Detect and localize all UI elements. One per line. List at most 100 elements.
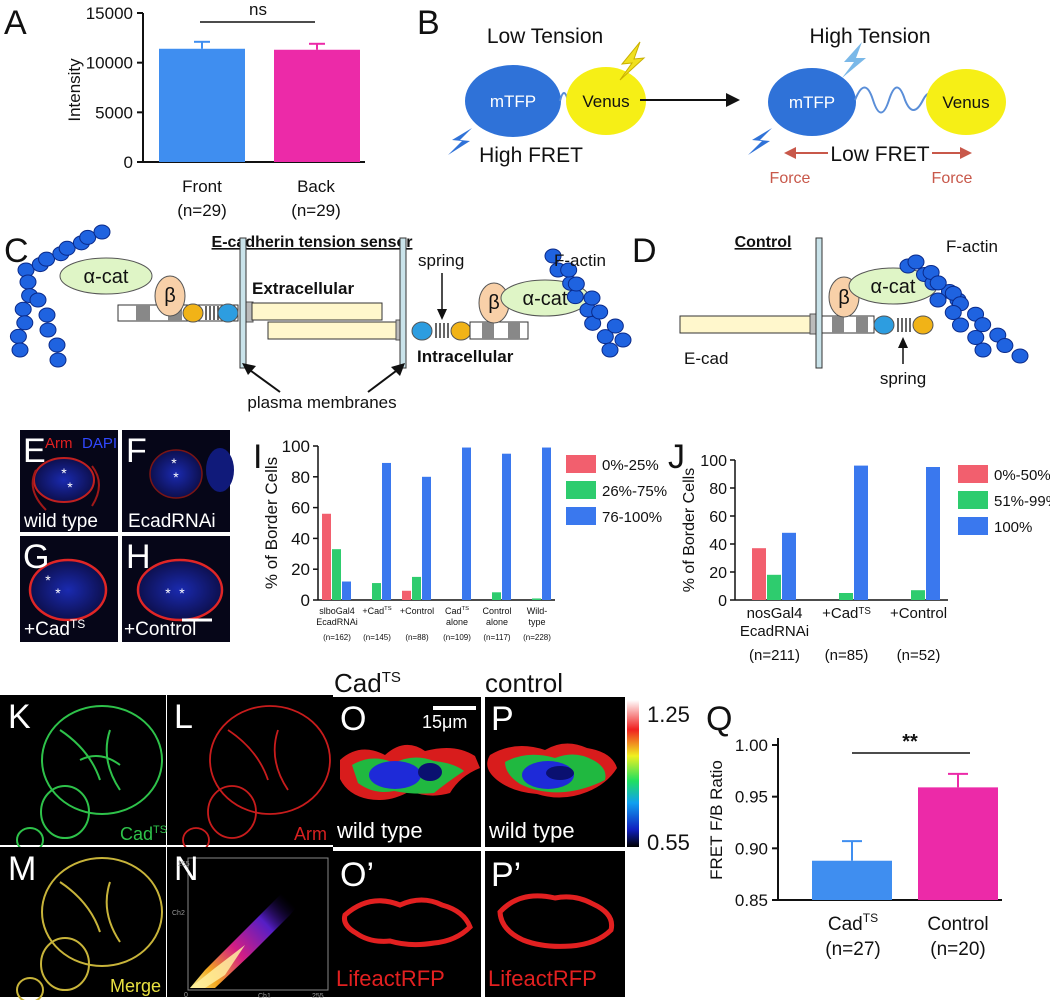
- micrograph-l: [167, 695, 333, 845]
- actin-bead: [29, 292, 47, 308]
- panel-letter-m: M: [8, 850, 36, 888]
- micrographs-k-n: K CadTS L Arm M Merge N Ch2 Ch1 255 255 …: [0, 695, 333, 1000]
- cluster-g: [28, 558, 108, 622]
- cell-o-blue2: [418, 763, 442, 781]
- o-heading: CadTS: [334, 668, 401, 698]
- i-bar-0-1: [332, 549, 341, 600]
- a-bar-front: [159, 48, 245, 163]
- q-ytick-label: 0.95: [735, 788, 768, 807]
- d-f-actin: [899, 254, 1029, 364]
- spring-left: [205, 306, 219, 320]
- i-n-label: (n=88): [405, 633, 429, 642]
- n-ylabel: Ch2: [172, 910, 185, 917]
- star-e: *: [61, 465, 67, 481]
- actin-bead: [49, 352, 67, 368]
- q-xlabel-cadts: CadTS: [828, 911, 878, 935]
- low-fret-label: Low FRET: [830, 143, 929, 166]
- g-caption: +CadTS: [24, 617, 85, 640]
- i-n-label: (n=162): [323, 633, 351, 642]
- i-xlabel: +Control: [400, 606, 434, 616]
- d-alpha-cat-label: α-cat: [871, 276, 916, 298]
- color-bar: [627, 700, 639, 847]
- a-sig: ns: [249, 0, 267, 19]
- mtfp-ellipse-high: [768, 68, 856, 136]
- q-bar-0: [812, 860, 892, 900]
- i-bar-2-0: [402, 590, 411, 600]
- actin-bead: [596, 329, 614, 345]
- p-heading: control: [485, 668, 563, 698]
- spring-label-c: spring: [418, 251, 464, 270]
- n-xmax: 255: [312, 993, 324, 1000]
- star-g: *: [45, 572, 51, 588]
- actin-bead: [601, 342, 619, 358]
- star-e2: *: [67, 479, 73, 495]
- alpha-cat-label-left: α-cat: [84, 266, 129, 288]
- i-n-label: (n=228): [523, 633, 551, 642]
- mtfp-right: [411, 321, 433, 341]
- micrograph-k: [0, 695, 166, 845]
- j-xlabel: +CadTS: [822, 605, 871, 622]
- j-legend-swatch: [958, 491, 988, 509]
- membrane-arrow-right-head: [391, 363, 405, 376]
- actin-bead: [39, 322, 57, 338]
- extracellular-label: Extracellular: [252, 279, 354, 298]
- j-bar-0-1: [767, 574, 781, 600]
- actin-bead: [560, 262, 578, 278]
- i-ytick-label: 40: [291, 529, 310, 548]
- d-spring-arrow-head: [898, 337, 908, 348]
- dapi-label: DAPI: [82, 435, 117, 452]
- venus-left: [182, 303, 204, 323]
- i-xlabel-2: alone: [446, 617, 468, 627]
- i-n-label: (n=109): [443, 633, 471, 642]
- mtfp-label-high: mTFP: [789, 93, 835, 112]
- panel-letter-i: I: [253, 438, 262, 476]
- actin-bead: [14, 301, 32, 317]
- d-title: Control: [735, 234, 792, 251]
- actin-bead: [583, 290, 601, 306]
- panel-letter-b: B: [417, 4, 440, 42]
- j-ytick-label: 100: [700, 453, 727, 470]
- i-bar-2-2: [422, 476, 431, 600]
- a-ytick-label: 15000: [86, 4, 133, 23]
- e-caption: wild type: [23, 511, 98, 532]
- cell-o-blue: [369, 761, 421, 789]
- actin-bead: [929, 275, 947, 291]
- venus-ellipse-high: [926, 69, 1006, 135]
- force-label-right: Force: [932, 170, 973, 187]
- a-ytick-label: 0: [124, 153, 133, 172]
- panel-d-diagram: Control β α-cat F-actin E-cad spring: [679, 234, 1029, 388]
- linker-stretched-high: [854, 86, 936, 114]
- f-actin-right: [544, 248, 632, 358]
- intracellular-label: Intracellular: [417, 347, 514, 366]
- p-prime-caption: LifeactRFP: [488, 966, 597, 991]
- cluster-h: [136, 558, 224, 622]
- star-f: *: [171, 455, 177, 471]
- j-legend-swatch: [958, 465, 988, 483]
- j-bar-2-1: [911, 590, 925, 600]
- cell-p-blue2: [546, 766, 574, 780]
- d-domain-1: [832, 316, 844, 333]
- actin-bead: [9, 328, 27, 344]
- a-xlabel-back: Back: [297, 177, 335, 196]
- i-xlabel: Wild-: [527, 606, 548, 616]
- actin-bead: [11, 342, 29, 358]
- o-prime-caption: LifeactRFP: [336, 966, 445, 991]
- actin-bead: [1011, 348, 1029, 364]
- cbar-max: 1.25: [647, 702, 690, 727]
- force-arrow-right-head: [960, 147, 972, 159]
- cluster-f2: [206, 448, 234, 492]
- i-xlabel: slboGal4: [319, 606, 355, 616]
- panel-letter-p: P: [491, 700, 514, 738]
- i-ytick-label: 0: [301, 591, 310, 610]
- j-ytick-label: 20: [709, 565, 727, 582]
- micrograph-m: [0, 847, 166, 997]
- cad-domain-right-2: [508, 322, 520, 339]
- i-bar-1-1: [372, 583, 381, 600]
- i-bar-3-2: [462, 447, 471, 600]
- membrane-left: [239, 237, 247, 369]
- q-n-control: (n=20): [930, 939, 985, 960]
- micrograph-o-prime: [333, 851, 481, 997]
- j-bar-1-2: [854, 465, 868, 600]
- actin-bead: [16, 315, 34, 331]
